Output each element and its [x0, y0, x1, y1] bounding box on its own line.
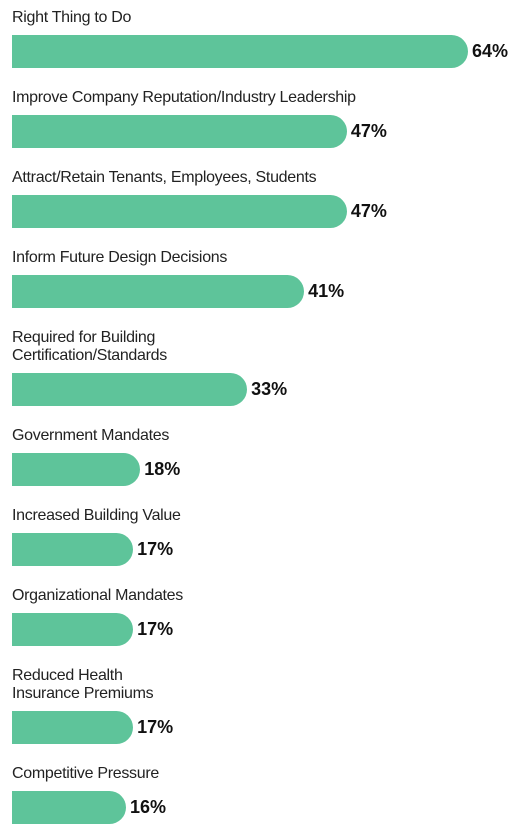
- bar: [12, 35, 468, 68]
- category-label: Reduced Health Insurance Premiums: [12, 667, 154, 702]
- value-label: 33%: [251, 379, 288, 399]
- bar: [12, 533, 134, 566]
- category-label: Required for Building Certification/Stan…: [12, 329, 167, 364]
- bar: [12, 115, 347, 148]
- value-label: 17%: [137, 619, 174, 639]
- bar: [12, 613, 134, 646]
- bar: [12, 711, 134, 744]
- bar: [12, 373, 248, 406]
- value-label: 47%: [350, 201, 387, 221]
- category-label: Government Mandates: [12, 427, 170, 444]
- category-label: Inform Future Design Decisions: [12, 249, 228, 266]
- value-label: 17%: [137, 717, 174, 737]
- value-label: 17%: [137, 539, 174, 559]
- bar: [12, 791, 126, 824]
- bar: [12, 453, 141, 486]
- value-label: 41%: [308, 281, 345, 301]
- bar: [12, 195, 347, 228]
- category-label: Increased Building Value: [12, 507, 181, 524]
- bar: [12, 275, 305, 308]
- value-label: 18%: [144, 459, 181, 479]
- category-label: Competitive Pressure: [12, 765, 159, 782]
- category-label: Attract/Retain Tenants, Employees, Stude…: [12, 169, 317, 186]
- value-label: 64%: [472, 41, 509, 61]
- category-label: Right Thing to Do: [12, 9, 132, 26]
- value-label: 16%: [130, 797, 167, 817]
- category-label: Improve Company Reputation/Industry Lead…: [12, 89, 356, 106]
- value-label: 47%: [350, 121, 387, 141]
- category-label: Organizational Mandates: [12, 587, 183, 604]
